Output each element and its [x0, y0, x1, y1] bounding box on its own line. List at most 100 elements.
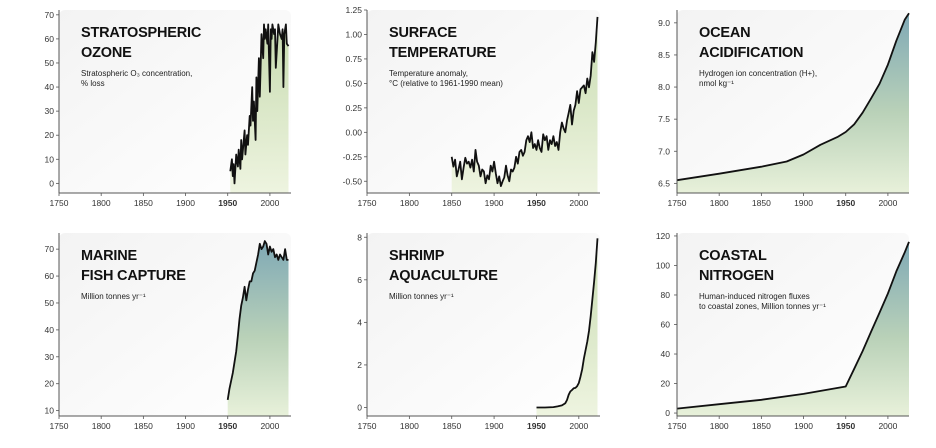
- x-tick-label-highlight: 1950: [836, 421, 855, 431]
- chart-panel: -0.50 -0.25 0.00 0.25 0.50 0.75 1.00 1.25 1750 18…: [343, 5, 600, 208]
- area-fill: [451, 16, 598, 194]
- area-fill: [677, 241, 909, 416]
- y-tick-label: 6.5: [658, 178, 670, 188]
- series-line: [450, 16, 599, 187]
- y-tick-label: 9.0: [658, 18, 670, 28]
- x-tick-label: 2000: [260, 421, 279, 431]
- y-tick-label: 0.25: [345, 103, 362, 113]
- plot-area: [367, 233, 600, 416]
- y-tick-label: 30: [45, 352, 55, 362]
- plot-area: [59, 10, 291, 193]
- x-tick-label: 1900: [485, 421, 504, 431]
- series-line: [226, 240, 289, 401]
- y-tick-label: 8.5: [658, 50, 670, 60]
- chart-title: NITROGEN: [699, 268, 774, 284]
- x-tick-label: 2000: [569, 198, 588, 208]
- y-tick-label: 40: [45, 325, 55, 335]
- y-tick-label: 50: [45, 58, 55, 68]
- chart-panel: 10 20 30 40 50 60 70 1750 1800 1850 1900 1950 2000 MA…: [45, 233, 291, 431]
- x-tick-label: 2000: [260, 198, 279, 208]
- x-tick-label: 1850: [752, 421, 771, 431]
- x-tick-label-highlight: 1950: [527, 421, 546, 431]
- y-tick-label: 0.00: [345, 127, 362, 137]
- area-fill: [677, 13, 909, 194]
- series-line: [676, 241, 910, 410]
- y-tick-label: 20: [45, 130, 55, 140]
- x-tick-label: 1750: [358, 421, 377, 431]
- series-line: [536, 238, 599, 409]
- chart-subtitle: Hydrogen ion concentration (H+),: [699, 69, 817, 78]
- y-tick-label: 10: [45, 154, 55, 164]
- y-tick-label: 70: [45, 10, 55, 20]
- y-tick-label: 100: [656, 260, 670, 270]
- chart-title: SURFACE: [389, 25, 457, 41]
- x-tick-label: 1850: [442, 198, 461, 208]
- y-tick-label: 6: [357, 275, 362, 285]
- chart-subtitle: °C (relative to 1961-1990 mean): [389, 79, 503, 88]
- y-tick-label: 20: [45, 379, 55, 389]
- y-tick-label: 0.75: [345, 54, 362, 64]
- chart-panel: 0 2 4 6 8 1750 1800 1850 1900 1950 2000 SHRIMP AQUAC…: [357, 232, 600, 431]
- y-tick-label: 60: [45, 271, 55, 281]
- series-line: [676, 12, 910, 182]
- plot-area: [677, 233, 909, 416]
- x-tick-label: 1900: [176, 198, 195, 208]
- x-tick-label: 1900: [485, 198, 504, 208]
- y-tick-label: 7.5: [658, 114, 670, 124]
- chart-title: STRATOSPHERIC: [81, 25, 202, 41]
- chart-subtitle: nmol kg⁻¹: [699, 79, 734, 88]
- chart-subtitle: % loss: [81, 79, 105, 88]
- x-tick-label: 1750: [358, 198, 377, 208]
- chart-title: SHRIMP: [389, 248, 445, 264]
- chart-subtitle: Temperature anomaly,: [389, 69, 468, 78]
- x-tick-label: 1900: [794, 421, 813, 431]
- x-tick-label: 1800: [400, 198, 419, 208]
- chart-panel: 0 20 40 60 80 100 120 1750 1800 1850 1900 1950 2000 C…: [656, 231, 910, 431]
- y-tick-label: 8.0: [658, 82, 670, 92]
- x-tick-label: 1750: [50, 198, 69, 208]
- x-tick-label: 1750: [50, 421, 69, 431]
- y-tick-label: 0: [49, 178, 54, 188]
- x-tick-label: 1800: [92, 198, 111, 208]
- x-tick-label: 2000: [878, 421, 897, 431]
- chart-subtitle: to coastal zones, Million tonnes yr⁻¹: [699, 302, 826, 311]
- chart-title: TEMPERATURE: [389, 45, 497, 61]
- y-tick-label: 1.00: [345, 29, 362, 39]
- x-tick-label: 1900: [794, 198, 813, 208]
- x-tick-label: 1800: [92, 421, 111, 431]
- y-tick-label: 1.25: [345, 5, 362, 15]
- x-tick-label: 1850: [442, 421, 461, 431]
- y-tick-label: 0: [357, 402, 362, 412]
- x-tick-label-highlight: 1950: [218, 198, 237, 208]
- chart-panel: 6.5 7.0 7.5 8.0 8.5 9.0 1750 1800 1850 1900 1950 20…: [658, 10, 910, 208]
- y-tick-label: 4: [357, 317, 362, 327]
- x-tick-label: 1750: [668, 198, 687, 208]
- x-tick-label: 1850: [752, 198, 771, 208]
- chart-title: ACIDIFICATION: [699, 45, 803, 61]
- x-tick-label: 1800: [710, 421, 729, 431]
- x-tick-label: 1800: [710, 198, 729, 208]
- y-tick-label: 0: [665, 408, 670, 418]
- chart-subtitle: Human-induced nitrogen fluxes: [699, 292, 810, 301]
- area-fill: [227, 241, 289, 416]
- chart-title: COASTAL: [699, 248, 767, 264]
- chart-title: OZONE: [81, 45, 132, 61]
- y-tick-label: 20: [661, 379, 671, 389]
- y-tick-label: 10: [45, 406, 55, 416]
- x-tick-label: 1850: [134, 198, 153, 208]
- y-tick-label: 8: [357, 232, 362, 242]
- series-line: [229, 23, 290, 185]
- x-tick-label: 2000: [569, 421, 588, 431]
- y-tick-label: 80: [661, 290, 671, 300]
- y-tick-label: 30: [45, 106, 55, 116]
- x-tick-label: 2000: [878, 198, 897, 208]
- chart-panel: 0 10 20 30 40 50 60 70 1750 1800 1850 1900 1950 2000 S…: [45, 10, 291, 208]
- x-tick-label: 1850: [134, 421, 153, 431]
- chart-title: OCEAN: [699, 25, 750, 41]
- y-tick-label: -0.25: [343, 152, 363, 162]
- y-tick-label: 60: [661, 320, 671, 330]
- x-tick-label: 1900: [176, 421, 195, 431]
- chart-title: FISH CAPTURE: [81, 268, 186, 284]
- x-tick-label: 1800: [400, 421, 419, 431]
